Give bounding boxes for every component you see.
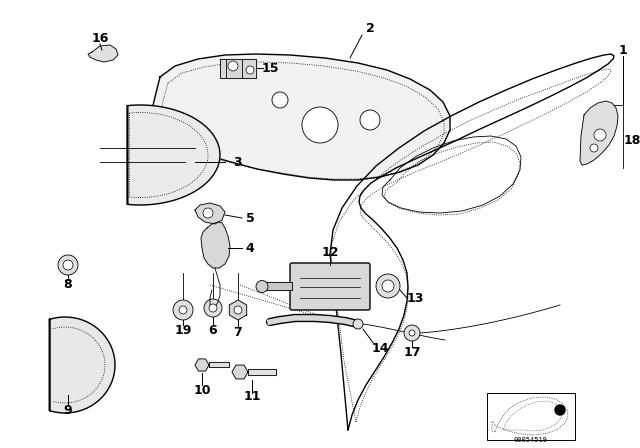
Polygon shape	[220, 59, 256, 78]
Text: 9: 9	[64, 404, 72, 417]
Circle shape	[360, 110, 380, 130]
Circle shape	[228, 61, 238, 71]
Circle shape	[246, 66, 254, 74]
Text: 7: 7	[234, 326, 243, 339]
Circle shape	[209, 304, 217, 312]
Text: 00054519: 00054519	[514, 437, 548, 443]
Circle shape	[594, 129, 606, 141]
Text: 4: 4	[246, 241, 254, 254]
Text: 1: 1	[619, 43, 627, 56]
Text: 18: 18	[623, 134, 640, 146]
Polygon shape	[232, 365, 248, 379]
Circle shape	[555, 405, 565, 415]
Text: 16: 16	[92, 31, 109, 44]
Polygon shape	[248, 369, 276, 375]
Bar	[487, 393, 575, 440]
Polygon shape	[195, 203, 225, 224]
Text: 19: 19	[174, 323, 192, 336]
Circle shape	[63, 260, 73, 270]
Text: 17: 17	[403, 345, 420, 358]
Circle shape	[234, 306, 242, 314]
Text: 12: 12	[321, 246, 339, 258]
Polygon shape	[195, 359, 209, 371]
Polygon shape	[88, 45, 118, 62]
Circle shape	[302, 107, 338, 143]
Polygon shape	[229, 300, 246, 320]
Circle shape	[204, 299, 222, 317]
Polygon shape	[580, 101, 618, 165]
Circle shape	[203, 208, 213, 218]
Circle shape	[256, 280, 268, 293]
Polygon shape	[262, 283, 292, 290]
Text: 11: 11	[243, 391, 260, 404]
FancyBboxPatch shape	[290, 263, 370, 310]
Text: 14: 14	[371, 341, 388, 354]
Text: 2: 2	[365, 22, 374, 34]
Text: 8: 8	[64, 279, 72, 292]
Circle shape	[179, 306, 187, 314]
Text: 3: 3	[234, 155, 243, 168]
Polygon shape	[209, 362, 229, 367]
Circle shape	[58, 255, 78, 275]
Text: 6: 6	[209, 323, 218, 336]
Polygon shape	[201, 222, 230, 268]
Circle shape	[590, 144, 598, 152]
Circle shape	[409, 330, 415, 336]
Circle shape	[173, 300, 193, 320]
Text: 5: 5	[246, 211, 254, 224]
Polygon shape	[148, 54, 450, 180]
Circle shape	[272, 92, 288, 108]
Text: 10: 10	[193, 383, 211, 396]
Text: 13: 13	[406, 292, 424, 305]
Polygon shape	[49, 317, 115, 413]
Circle shape	[404, 325, 420, 341]
Polygon shape	[127, 105, 220, 205]
Text: 15: 15	[261, 61, 279, 74]
Circle shape	[382, 280, 394, 292]
Circle shape	[353, 319, 363, 329]
Circle shape	[376, 274, 400, 298]
